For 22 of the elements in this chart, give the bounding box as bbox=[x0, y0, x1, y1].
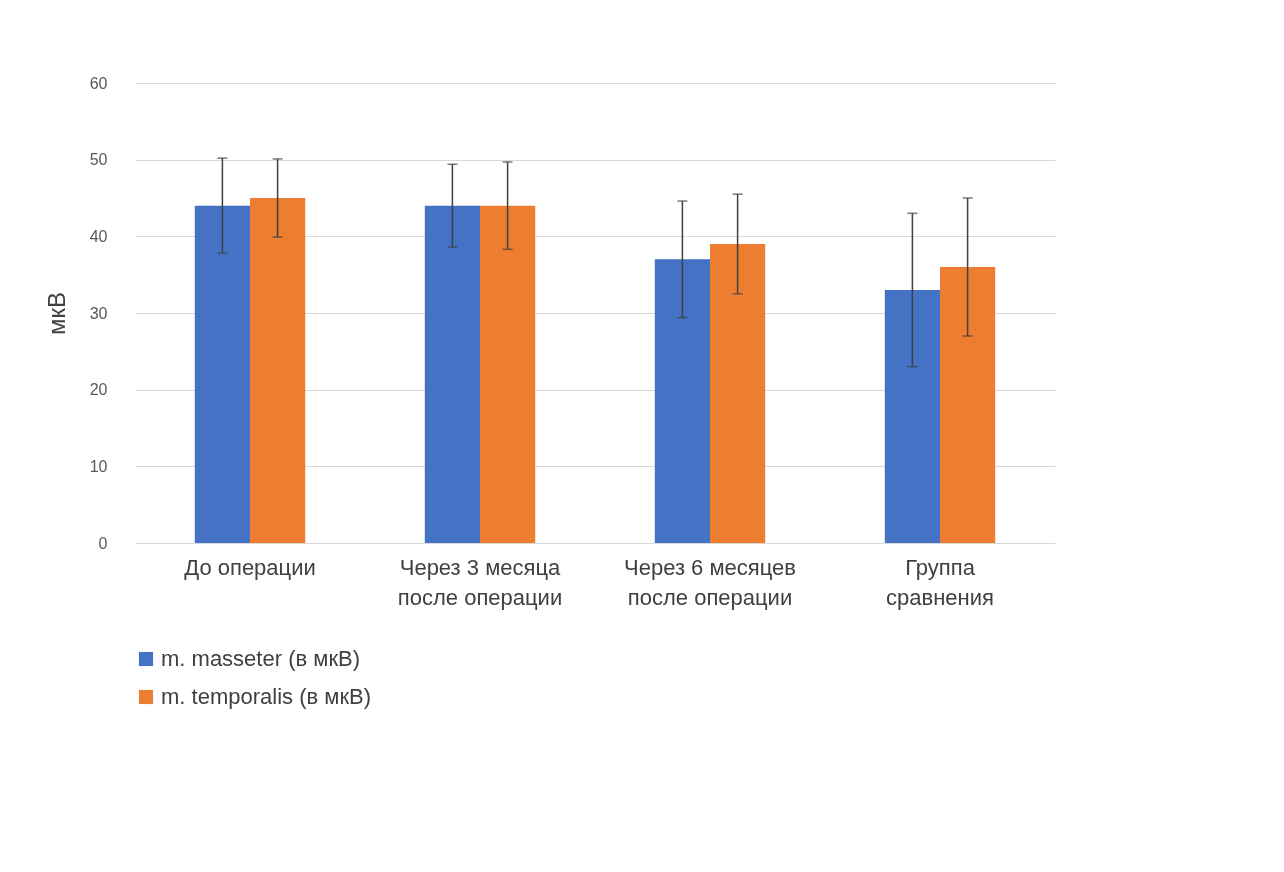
x-tick-label: Группа сравнения bbox=[886, 554, 994, 610]
bar bbox=[194, 205, 250, 543]
bar bbox=[250, 198, 306, 543]
y-tick-label: 60 bbox=[89, 74, 108, 92]
y-tick-label: 30 bbox=[89, 304, 108, 322]
y-tick-label: 20 bbox=[89, 381, 108, 399]
x-tick-label: Через 6 месяцев после операции bbox=[624, 554, 796, 610]
y-axis-title: мкВ bbox=[42, 291, 70, 336]
y-tick-label: 50 bbox=[89, 151, 108, 169]
bar bbox=[884, 290, 940, 543]
bar bbox=[940, 267, 996, 543]
bar bbox=[480, 205, 536, 543]
x-tick-label: До операции bbox=[184, 554, 316, 580]
y-tick-label: 40 bbox=[89, 227, 108, 245]
x-tick-label: Через 3 месяца после операции bbox=[397, 554, 563, 610]
bar bbox=[424, 205, 480, 543]
bar bbox=[710, 244, 766, 543]
bar bbox=[654, 259, 710, 543]
y-tick-label: 10 bbox=[89, 457, 108, 475]
legend-label: m. masseter (в мкВ) bbox=[161, 646, 361, 671]
y-tick-label: 0 bbox=[98, 534, 108, 552]
legend-label: m. temporalis (в мкВ) bbox=[161, 684, 372, 709]
